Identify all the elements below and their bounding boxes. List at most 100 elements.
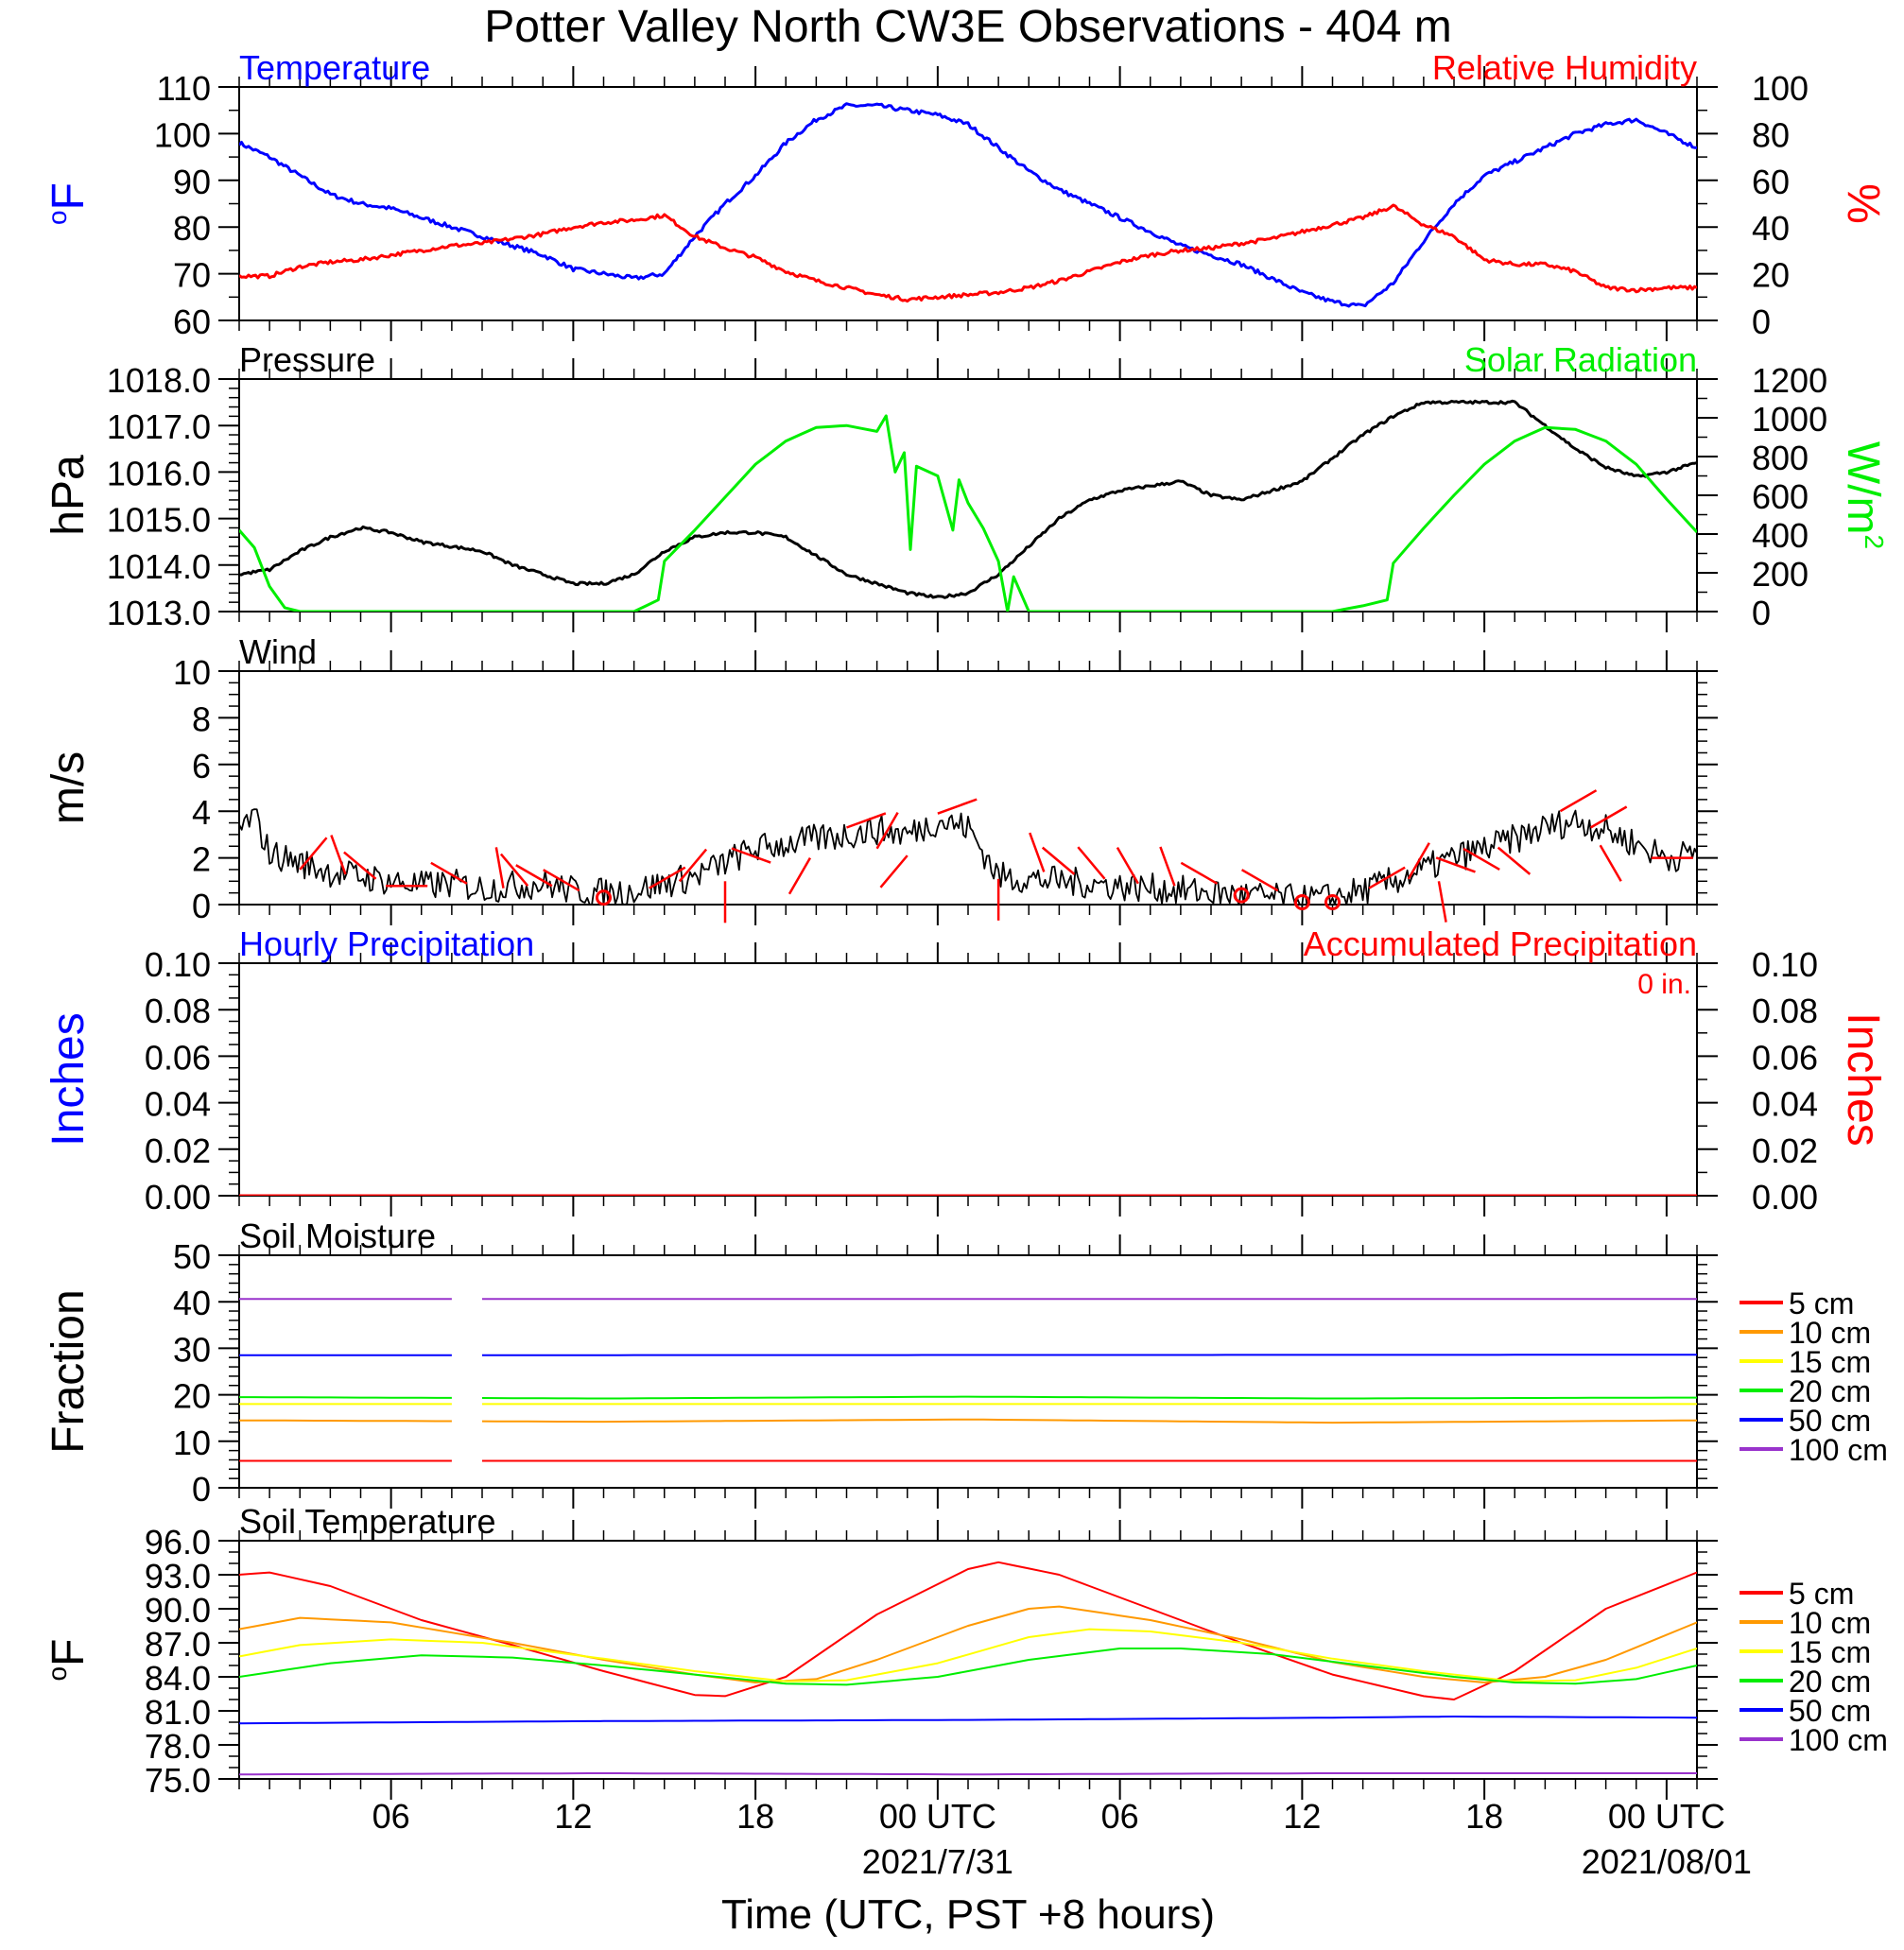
x-date-label: 2021/7/31 [862, 1842, 1013, 1881]
y-tick-label-right: 600 [1752, 477, 1809, 516]
y-tick-label-left: 1015.0 [107, 501, 211, 540]
y-tick-label-right: 20 [1752, 256, 1790, 295]
y-axis-title-left: oF [43, 1639, 94, 1682]
y-tick-label-right: 40 [1752, 209, 1790, 248]
wind-barb [1601, 845, 1621, 881]
y-tick-label-left: 75.0 [145, 1761, 211, 1800]
y-tick-label-left: 78.0 [145, 1727, 211, 1766]
x-tick-label: 00 UTC [879, 1797, 996, 1836]
wind-barb [496, 847, 504, 888]
y-tick-label-left: 1013.0 [107, 594, 211, 632]
wind-barb [1043, 848, 1075, 874]
y-tick-label-left: 70 [173, 256, 211, 295]
panel-title-left: Soil Temperature [239, 1502, 495, 1541]
wind-barb [331, 836, 345, 874]
unit-superscript: 2 [1860, 535, 1889, 550]
y-tick-label-left: 0 [192, 887, 211, 925]
x-tick-label: 18 [1465, 1797, 1503, 1836]
wind-barb [1030, 833, 1044, 871]
y-axis-title-left: m/s [43, 751, 94, 824]
wind-barb [1498, 848, 1531, 874]
y-tick-label-right: 0.06 [1752, 1038, 1818, 1077]
panel-title-left: Soil Moisture [239, 1217, 436, 1255]
wind-barb [1591, 806, 1627, 827]
degree-symbol: o [43, 1666, 72, 1682]
series-line-10-cm [239, 1421, 452, 1422]
x-tick-label: 06 [1101, 1797, 1139, 1836]
y-tick-label-left: 30 [173, 1330, 211, 1369]
y-tick-label-right: 60 [1752, 163, 1790, 201]
series-line-10-cm [482, 1420, 1697, 1423]
y-axis-title-left: Inches [43, 1012, 94, 1146]
y-tick-label-right: 1200 [1752, 361, 1827, 400]
x-date-label: 2021/08/01 [1582, 1842, 1752, 1881]
wind-barb [1560, 790, 1596, 811]
x-tick-label: 12 [1283, 1797, 1321, 1836]
accumulated-total-label: 0 in. [1637, 969, 1691, 1000]
panel-title-right: Solar Radiation [1464, 340, 1697, 379]
y-tick-label-left: 10 [173, 1424, 211, 1462]
fahrenheit-symbol: F [43, 1639, 94, 1666]
chart-title: Potter Valley North CW3E Observations - … [484, 2, 1452, 52]
plot-frame [239, 1541, 1697, 1779]
y-tick-label-left: 100 [154, 115, 211, 154]
x-axis-label: Time (UTC, PST +8 hours) [721, 1891, 1215, 1938]
panel-title-left: Wind [239, 632, 317, 671]
y-tick-label-left: 0.04 [145, 1085, 211, 1124]
y-tick-label-left: 90 [173, 163, 211, 201]
y-tick-label-left: 0.08 [145, 992, 211, 1030]
series-line-solar-radiation [239, 416, 1697, 612]
y-tick-label-left: 87.0 [145, 1625, 211, 1664]
legend-label: 100 cm [1789, 1433, 1888, 1467]
y-tick-label-left: 81.0 [145, 1693, 211, 1732]
y-tick-label-left: 1014.0 [107, 547, 211, 586]
plot-frame [239, 963, 1697, 1196]
y-tick-label-right: 800 [1752, 439, 1809, 477]
x-tick-label: 18 [736, 1797, 774, 1836]
y-tick-label-left: 0.00 [145, 1178, 211, 1217]
y-tick-label-left: 10 [173, 653, 211, 692]
y-tick-label-left: 93.0 [145, 1557, 211, 1596]
panel-title-left: Hourly Precipitation [239, 924, 534, 963]
y-tick-label-left: 50 [173, 1237, 211, 1276]
y-tick-label-left: 0.10 [145, 945, 211, 984]
y-tick-label-left: 80 [173, 209, 211, 248]
panel-title-left: Temperature [239, 48, 430, 87]
y-tick-label-right: 0.00 [1752, 1178, 1818, 1217]
y-tick-label-left: 40 [173, 1284, 211, 1322]
y-axis-title-left: Fraction [43, 1289, 94, 1453]
panel-title-left: Pressure [239, 340, 375, 379]
y-tick-label-left: 96.0 [145, 1523, 211, 1562]
series-line-relative-humidity [239, 205, 1697, 302]
series-line-100-cm [239, 1773, 1697, 1774]
y-tick-label-left: 1018.0 [107, 361, 211, 400]
y-tick-label-left: 4 [192, 793, 211, 832]
wind-barb [1160, 847, 1174, 886]
y-tick-label-right: 80 [1752, 115, 1790, 154]
series-line-temperature [239, 104, 1697, 306]
series-group [239, 401, 1697, 612]
y-tick-label-right: 400 [1752, 516, 1809, 555]
y-tick-label-left: 60 [173, 302, 211, 341]
series-group [239, 1299, 1697, 1460]
y-axis-title-right: W/m2 [1838, 441, 1889, 549]
y-tick-label-left: 1016.0 [107, 454, 211, 492]
y-tick-label-right: 1000 [1752, 400, 1827, 439]
y-tick-label-left: 1017.0 [107, 407, 211, 446]
wind-barb [789, 858, 810, 894]
panel-precipitation: 0.100.080.060.040.020.000.100.080.060.04… [43, 924, 1888, 1217]
wind-barb [1439, 881, 1446, 922]
y-tick-label-left: 0 [192, 1470, 211, 1509]
y-tick-label-left: 84.0 [145, 1659, 211, 1698]
y-tick-label-left: 110 [157, 69, 211, 108]
fahrenheit-symbol: F [43, 182, 94, 210]
x-tick-label: 06 [372, 1797, 410, 1836]
y-tick-label-left: 6 [192, 747, 211, 785]
wind-barb [1181, 863, 1217, 884]
